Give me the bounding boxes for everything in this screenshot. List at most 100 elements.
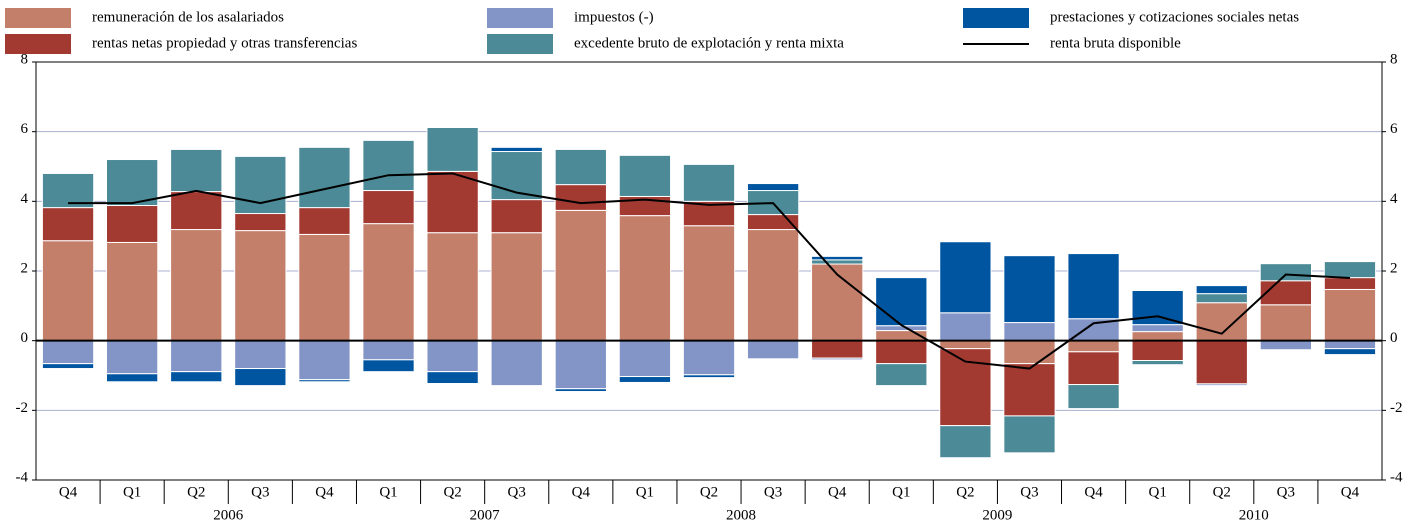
bar: [618, 154, 672, 197]
x-tick-label: Q4: [1341, 484, 1360, 500]
bar: [1131, 324, 1184, 333]
bar: [490, 151, 543, 201]
bar: [1195, 383, 1248, 387]
bar: [554, 148, 607, 186]
y-tick-label: -4: [16, 469, 29, 485]
bar: [1003, 255, 1056, 324]
y-tick-label: 2: [21, 260, 29, 276]
legend-label: excedente bruto de explotación y renta m…: [574, 35, 844, 51]
bar: [1131, 290, 1184, 326]
bar: [1003, 415, 1056, 454]
bar: [939, 425, 992, 459]
bar: [1323, 277, 1377, 290]
bar: [234, 213, 287, 232]
bar: [426, 371, 479, 385]
bar: [682, 374, 736, 379]
bar: [170, 148, 223, 193]
x-tick-label: Q4: [828, 484, 847, 500]
x-tick-label: Q2: [1213, 484, 1231, 500]
y-tick-label: -2: [16, 400, 29, 416]
bar: [1195, 293, 1248, 304]
legend-label: impuestos (-): [574, 9, 654, 25]
x-tick-label: Q1: [123, 484, 141, 500]
bar: [170, 229, 223, 342]
bar: [875, 363, 928, 387]
bar: [106, 340, 159, 375]
y2-tick-label: 6: [1390, 121, 1398, 137]
bar: [298, 379, 351, 383]
x-tick-label: Q2: [956, 484, 974, 500]
legend-label: remuneración de los asalariados: [92, 9, 284, 25]
x-tick-label: Q3: [1277, 484, 1295, 500]
x-tick-label: Q1: [379, 484, 397, 500]
bar: [1259, 263, 1312, 282]
y-tick-label: 0: [21, 330, 29, 346]
bar: [362, 139, 415, 192]
bar: [811, 255, 864, 261]
x-tick-label: Q3: [1020, 484, 1038, 500]
bar: [490, 232, 543, 342]
y2-tick-label: 2: [1390, 260, 1398, 276]
bar: [618, 215, 672, 342]
x-tick-label: Q1: [1148, 484, 1166, 500]
bar: [234, 340, 287, 370]
bar: [1323, 340, 1377, 350]
bar: [362, 340, 415, 361]
year-label: 2009: [982, 507, 1012, 523]
bar: [682, 225, 736, 342]
bar: [1067, 253, 1120, 320]
bar: [939, 348, 992, 427]
bar: [811, 340, 864, 359]
bar: [170, 371, 223, 383]
bar: [939, 241, 992, 314]
x-tick-label: Q2: [187, 484, 205, 500]
legend-swatch: [5, 34, 71, 54]
bar: [1195, 302, 1248, 342]
bar: [1067, 384, 1120, 410]
x-tick-label: Q4: [1084, 484, 1103, 500]
bar: [1195, 340, 1248, 385]
bar: [298, 233, 351, 342]
bar: [426, 170, 479, 234]
legend-label: prestaciones y cotizaciones sociales net…: [1050, 9, 1299, 25]
bar: [811, 263, 864, 342]
y2-tick-label: 8: [1390, 51, 1398, 67]
bar: [426, 340, 479, 373]
bar: [618, 340, 672, 378]
bar: [106, 205, 159, 243]
line: [68, 172, 1351, 370]
y-tick-label: 8: [21, 51, 29, 67]
bar: [41, 340, 95, 365]
x-tick-label: Q4: [315, 484, 334, 500]
x-tick-label: Q3: [764, 484, 782, 500]
bar: [106, 241, 159, 342]
plot-frame: [35, 61, 1383, 481]
bar: [362, 359, 415, 373]
year-label: 2008: [726, 507, 756, 523]
bar: [234, 368, 287, 387]
y2-tick-label: -4: [1390, 469, 1403, 485]
bar: [554, 388, 607, 393]
year-label: 2007: [470, 507, 501, 523]
x-tick-label: Q1: [892, 484, 910, 500]
bar: [1067, 351, 1120, 386]
legend-swatch: [963, 8, 1029, 28]
legend-swatch: [487, 8, 553, 28]
bar: [554, 209, 607, 342]
year-label: 2010: [1239, 507, 1269, 523]
bar: [682, 163, 736, 202]
bar: [106, 373, 159, 383]
bar: [298, 207, 351, 235]
bar: [1195, 285, 1248, 295]
x-tick-label: Q1: [636, 484, 654, 500]
bar: [426, 232, 479, 342]
bar: [234, 230, 287, 342]
bar: [362, 223, 415, 342]
bar: [1003, 363, 1056, 417]
bar: [1259, 304, 1312, 342]
bar: [170, 191, 223, 231]
bar: [41, 363, 95, 370]
bar: [1259, 280, 1312, 306]
bar: [1003, 322, 1056, 342]
y2-tick-label: 4: [1390, 191, 1398, 207]
